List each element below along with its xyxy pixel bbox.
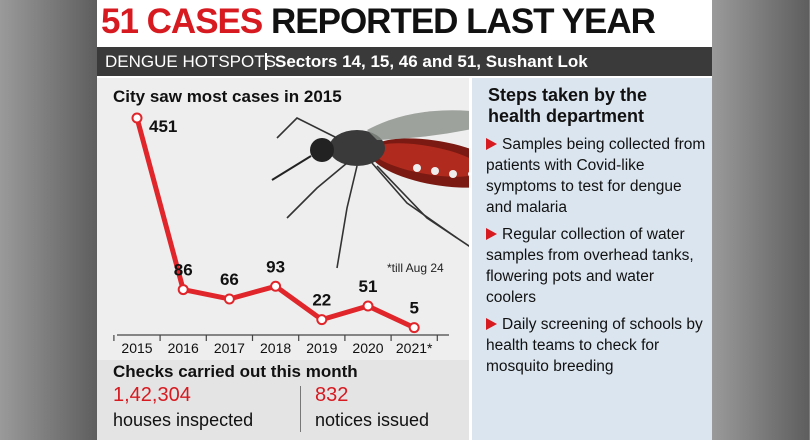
checks-label: houses inspected bbox=[113, 410, 254, 430]
chart: City saw most cases in 2015 *till Aug 24 4… bbox=[113, 87, 517, 356]
subheader-label: DENGUE HOTSPOTS bbox=[105, 52, 276, 71]
checks-title: Checks carried out this month bbox=[113, 362, 358, 381]
chart-title: City saw most cases in 2015 bbox=[113, 87, 342, 106]
step: Samples being collected from patients wi… bbox=[486, 134, 708, 218]
data-label: 86 bbox=[174, 261, 193, 280]
blur-edge bbox=[712, 0, 809, 440]
point bbox=[362, 300, 374, 312]
steps-list: Samples being collected from patients wi… bbox=[486, 134, 708, 383]
subheader-places: Sectors 14, 15, 46 and 51, Sushant Lok bbox=[275, 52, 588, 71]
x-tick-label: 2018 bbox=[260, 340, 291, 356]
bullet-arrow bbox=[486, 138, 497, 150]
headline-rest: REPORTED LAST YEAR bbox=[270, 2, 656, 41]
headline: 51 CASES REPORTED LAST YEAR bbox=[101, 2, 656, 42]
step-text: Regular collection of water samples from… bbox=[486, 226, 694, 306]
data-label: 66 bbox=[220, 270, 239, 289]
x-tick-label: 2021* bbox=[396, 340, 433, 356]
step-text: Daily screening of schools by health tea… bbox=[486, 316, 703, 375]
mosquito bbox=[271, 110, 517, 269]
steps-panel: Steps taken by the health department Sam… bbox=[472, 78, 712, 440]
point bbox=[131, 112, 143, 124]
infographic: 51 CASES REPORTED LAST YEAR DENGUE HOTSP… bbox=[97, 0, 712, 440]
point bbox=[223, 293, 235, 305]
step: Daily screening of schools by health tea… bbox=[486, 314, 708, 377]
data-label: 5 bbox=[409, 299, 418, 318]
subheader: DENGUE HOTSPOTS Sectors 14, 15, 46 and 5… bbox=[97, 47, 712, 76]
blur-edge bbox=[0, 0, 97, 440]
step: Regular collection of water samples from… bbox=[486, 224, 708, 308]
divider bbox=[300, 386, 301, 432]
point bbox=[316, 314, 328, 326]
data-label: 93 bbox=[266, 257, 285, 276]
steps-title: Steps taken by the health department bbox=[488, 85, 648, 126]
data-label: 51 bbox=[359, 277, 378, 296]
chart-note: *till Aug 24 bbox=[387, 261, 444, 275]
checks-number: 832 bbox=[315, 384, 349, 406]
checks-label: notices issued bbox=[315, 410, 430, 430]
bullet-arrow bbox=[486, 228, 497, 240]
point bbox=[177, 284, 189, 296]
x-tick-label: 2015 bbox=[121, 340, 152, 356]
x-tick-label: 2016 bbox=[168, 340, 199, 356]
x-tick-label: 2020 bbox=[352, 340, 383, 356]
data-label: 22 bbox=[312, 291, 331, 310]
headline-highlight: 51 CASES bbox=[101, 2, 263, 41]
data-label: 451 bbox=[149, 117, 177, 136]
separator bbox=[265, 53, 267, 70]
checks-number: 1,42,304 bbox=[113, 384, 191, 406]
x-tick-label: 2017 bbox=[214, 340, 245, 356]
chart-panel: City saw most cases in 2015 *till Aug 24 4… bbox=[97, 78, 517, 360]
x-tick-label: 2019 bbox=[306, 340, 337, 356]
bullet-arrow bbox=[486, 318, 497, 330]
step-text: Samples being collected from patients wi… bbox=[486, 136, 706, 216]
point bbox=[408, 322, 420, 334]
checks-panel: Checks carried out this month 1,42,304 h… bbox=[97, 360, 469, 440]
point bbox=[270, 280, 282, 292]
